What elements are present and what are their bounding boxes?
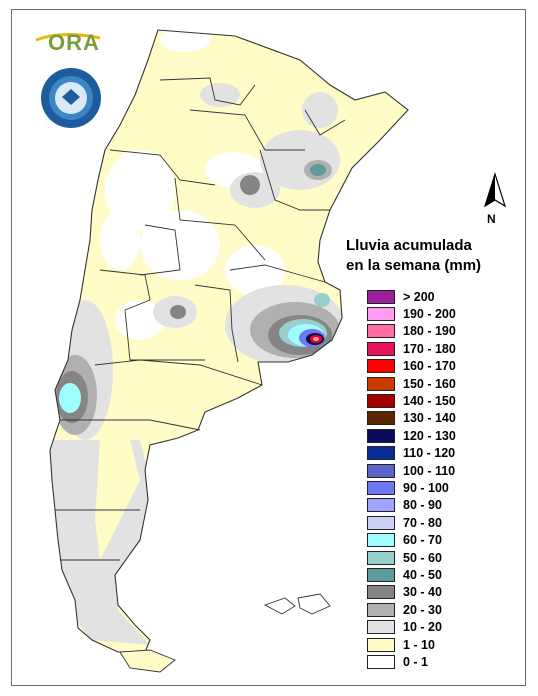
legend-item: 130 - 140 bbox=[367, 410, 456, 427]
legend-swatch bbox=[367, 341, 395, 356]
legend-item: 80 - 90 bbox=[367, 497, 456, 514]
legend-label: 110 - 120 bbox=[403, 446, 456, 461]
legend-item: > 200 bbox=[367, 288, 456, 305]
legend-label: 120 - 130 bbox=[403, 428, 456, 443]
legend-label: 30 - 40 bbox=[403, 585, 442, 600]
legend-item: 140 - 150 bbox=[367, 392, 456, 409]
legend-label: 70 - 80 bbox=[403, 515, 442, 530]
legend-item: 110 - 120 bbox=[367, 445, 456, 462]
legend-item: 50 - 60 bbox=[367, 549, 456, 566]
legend-label: 1 - 10 bbox=[403, 637, 435, 652]
legend-swatch bbox=[367, 515, 395, 530]
legend-item: 120 - 130 bbox=[367, 427, 456, 444]
legend-item: 1 - 10 bbox=[367, 636, 456, 653]
ora-logo-text: ORA bbox=[48, 30, 100, 55]
legend-swatch bbox=[367, 533, 395, 548]
legend-label: 130 - 140 bbox=[403, 411, 456, 426]
legend-swatch bbox=[367, 359, 395, 374]
legend-label: 50 - 60 bbox=[403, 550, 442, 565]
legend-title: Lluvia acumulada en la semana (mm) bbox=[346, 236, 516, 276]
legend-title-line1: Lluvia acumulada bbox=[346, 237, 472, 254]
legend-label: > 200 bbox=[403, 289, 435, 304]
legend-swatch bbox=[367, 602, 395, 617]
legend-swatch bbox=[367, 654, 395, 669]
legend-item: 180 - 190 bbox=[367, 323, 456, 340]
legend-label: 0 - 1 bbox=[403, 654, 429, 669]
legend-title-line2: en la semana (mm) bbox=[346, 257, 482, 274]
legend-swatch bbox=[367, 289, 395, 304]
legend-swatch bbox=[367, 637, 395, 652]
legend-swatch bbox=[367, 376, 395, 391]
legend-item: 90 - 100 bbox=[367, 479, 456, 496]
legend-label: 40 - 50 bbox=[403, 567, 442, 582]
legend-swatch bbox=[367, 498, 395, 513]
rainfall-zones bbox=[50, 30, 345, 645]
legend-item: 40 - 50 bbox=[367, 566, 456, 583]
legend-item: 150 - 160 bbox=[367, 375, 456, 392]
legend-swatch bbox=[367, 428, 395, 443]
legend-label: 90 - 100 bbox=[403, 480, 449, 495]
legend-item: 60 - 70 bbox=[367, 531, 456, 548]
smn-seal-icon bbox=[41, 68, 101, 128]
legend-label: 150 - 160 bbox=[403, 376, 456, 391]
tierra-del-fuego bbox=[119, 649, 176, 673]
legend-swatch bbox=[367, 307, 395, 322]
legend-swatch bbox=[367, 411, 395, 426]
legend-list: > 200 190 - 200 180 - 190 170 - 180 160 - 17… bbox=[367, 288, 456, 671]
legend-label: 80 - 90 bbox=[403, 498, 442, 513]
legend-swatch bbox=[367, 550, 395, 565]
legend-item: 100 - 110 bbox=[367, 462, 456, 479]
legend-label: 180 - 190 bbox=[403, 324, 456, 339]
legend-item: 170 - 180 bbox=[367, 340, 456, 357]
north-label: N bbox=[487, 212, 496, 226]
legend-label: 20 - 30 bbox=[403, 602, 442, 617]
legend-label: 60 - 70 bbox=[403, 533, 442, 548]
province-boundaries bbox=[55, 77, 346, 561]
legend-swatch bbox=[367, 480, 395, 495]
legend-label: 160 - 170 bbox=[403, 359, 456, 374]
legend-swatch bbox=[367, 324, 395, 339]
legend-swatch bbox=[367, 446, 395, 461]
legend-item: 10 - 20 bbox=[367, 618, 456, 635]
legend-swatch bbox=[367, 620, 395, 635]
legend-item: 190 - 200 bbox=[367, 305, 456, 322]
legend-label: 170 - 180 bbox=[403, 341, 456, 356]
north-arrow-icon bbox=[483, 172, 507, 208]
legend-label: 190 - 200 bbox=[403, 307, 456, 322]
legend-swatch bbox=[367, 463, 395, 478]
legend-item: 30 - 40 bbox=[367, 584, 456, 601]
legend-item: 20 - 30 bbox=[367, 601, 456, 618]
legend-swatch bbox=[367, 394, 395, 409]
legend-label: 140 - 150 bbox=[403, 394, 456, 409]
legend-label: 10 - 20 bbox=[403, 620, 442, 635]
legend-swatch bbox=[367, 567, 395, 582]
legend-swatch bbox=[367, 585, 395, 600]
legend-item: 160 - 170 bbox=[367, 358, 456, 375]
legend-item: 0 - 1 bbox=[367, 653, 456, 670]
legend-label: 100 - 110 bbox=[403, 463, 456, 478]
argentina-outline bbox=[49, 29, 409, 653]
legend-item: 70 - 80 bbox=[367, 514, 456, 531]
malvinas-islands bbox=[263, 593, 331, 615]
